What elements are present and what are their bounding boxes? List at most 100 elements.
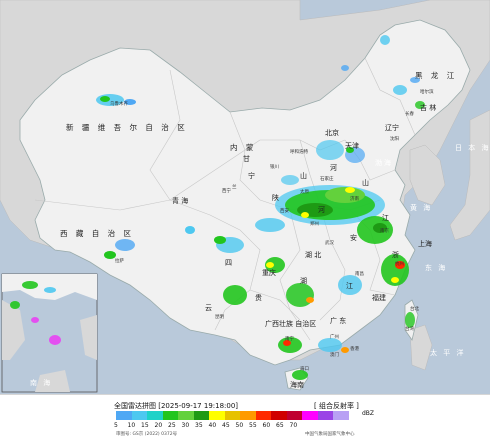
- label-kunming: 昆明: [215, 314, 224, 320]
- label-inner-mongolia: 内 蒙: [230, 142, 256, 152]
- legend-panel: 全国雷达拼图 [2025-09-17 19:18:00] [ 组合反射率 ] 5…: [0, 394, 490, 440]
- scale-label: 35: [195, 422, 203, 429]
- scale-swatch: [240, 411, 256, 420]
- label-shijiazhuang: 石家庄: [320, 175, 334, 182]
- label-bohai: 渤海: [375, 158, 393, 167]
- label-jiangxi: 江: [346, 282, 353, 290]
- label-shenyang: 沈阳: [390, 135, 399, 142]
- label-shanghai: 上海: [418, 239, 432, 248]
- radar-map: 新 疆 维 吾 尔 自 治 区 西 藏 自 治 区 青 海 甘 宁 四 重庆 湖…: [0, 0, 490, 394]
- scale-swatch: [116, 411, 132, 420]
- approval-number: 审图号: GS京 (2022) 0372号: [116, 432, 178, 437]
- label-huanghai: 黄 海: [410, 203, 432, 212]
- label-ningxia: 宁: [248, 171, 255, 180]
- label-fujian: 福建: [372, 293, 386, 302]
- label-hangzhou: 杭州: [395, 260, 404, 267]
- label-jiangsu: 江: [382, 214, 389, 222]
- legend-product: [ 组合反射率 ]: [314, 402, 359, 410]
- label-anhui: 安: [350, 233, 357, 242]
- scale-label: 20: [154, 422, 163, 429]
- label-jinan: 济南: [350, 195, 359, 202]
- label-hongkong: 香港: [350, 345, 359, 352]
- scale-label: 30: [181, 422, 190, 429]
- label-changchun: 长春: [405, 110, 414, 117]
- label-guangxi: 广西壮族 自治区: [265, 319, 316, 328]
- label-liaoning: 辽宁: [385, 123, 399, 132]
- scale-swatch: [317, 411, 333, 420]
- label-qinghai: 青 海: [172, 196, 188, 205]
- publisher: 中国气象局国家气象中心: [305, 432, 355, 437]
- label-zhejiang: 浙: [392, 250, 399, 259]
- color-scale: [116, 411, 349, 420]
- label-taiyuan: 太原: [300, 188, 309, 195]
- label-donghai: 东 海: [425, 263, 447, 272]
- label-macau: 澳门: [330, 351, 339, 358]
- label-zhengzhou: 郑州: [310, 220, 319, 227]
- scale-swatch: [333, 411, 349, 420]
- radar-echoes: [96, 35, 425, 380]
- label-xian: 西安: [280, 207, 289, 214]
- scale-swatch: [255, 411, 271, 420]
- japan-land: [449, 109, 490, 241]
- label-henan: 河: [318, 206, 325, 214]
- label-hebei: 河: [330, 164, 337, 172]
- label-riben: 日 本 海: [455, 143, 490, 152]
- label-gansu: 甘: [243, 154, 250, 163]
- label-shandong: 山: [362, 178, 369, 187]
- label-guizhou: 贵: [255, 293, 262, 302]
- scale-swatch: [178, 411, 194, 420]
- label-nanjing: 南京: [380, 227, 389, 234]
- scale-swatch: [302, 411, 318, 420]
- label-xining: 西宁: [222, 187, 231, 194]
- label-taiwan: 台湾: [405, 325, 414, 332]
- label-urumqi: 乌鲁木齐: [110, 100, 128, 107]
- label-harbin: 哈尔滨: [420, 88, 434, 95]
- scale-label: 40: [208, 422, 217, 429]
- label-hunan: 湖: [300, 276, 307, 285]
- label-wuhan: 武汉: [325, 239, 334, 246]
- legend-unit: dBZ: [362, 410, 375, 417]
- label-heilongjiang: 黑 龙 江: [415, 70, 457, 80]
- philippines-land: [409, 324, 433, 371]
- scale-swatch: [162, 411, 178, 420]
- scale-label: 55: [249, 422, 257, 429]
- scale-label: 15: [141, 422, 149, 429]
- label-xinjiang: 新 疆 维 吾 尔 自 治 区: [66, 122, 188, 132]
- label-yinchuan: 银川: [270, 163, 279, 170]
- scale-swatch: [271, 411, 287, 420]
- scale-swatch: [147, 411, 163, 420]
- south-china-sea-inset: [1, 273, 98, 393]
- scale-label: 45: [222, 422, 230, 429]
- scale-swatch: [209, 411, 225, 420]
- scale-swatch: [286, 411, 302, 420]
- label-chongqing: 重庆: [262, 268, 276, 277]
- label-beijing: 北京: [325, 128, 339, 137]
- scale-swatch: [224, 411, 240, 420]
- scale-label: 25: [168, 422, 176, 429]
- label-guangzhou: 广州: [330, 333, 339, 340]
- label-nanhai: 南 海: [30, 378, 52, 387]
- label-taipingyang: 太 平 洋: [430, 348, 465, 357]
- label-tianjin: 天津: [345, 142, 359, 150]
- scale-label: 50: [235, 422, 244, 429]
- label-nanning: 南宁: [285, 335, 294, 342]
- label-haikou: 海口: [300, 365, 309, 372]
- korea-land: [409, 144, 446, 206]
- label-sichuan: 四: [225, 259, 232, 267]
- legend-title: 全国雷达拼图 [2025-09-17 19:18:00]: [114, 402, 239, 410]
- label-nanchang: 南昌: [355, 270, 364, 277]
- label-lhasa: 拉萨: [115, 257, 124, 264]
- label-hohhot: 呼和浩特: [290, 148, 308, 155]
- label-taipei: 台北: [410, 305, 419, 312]
- scale-label: 70: [289, 422, 298, 429]
- scale-labels: 5 10 15 20 25 30 35 40 45 50 55 60 65 70: [114, 422, 305, 429]
- scale-swatch: [193, 411, 209, 420]
- label-shaanxi: 陕: [272, 193, 279, 202]
- scale-label: 65: [276, 422, 284, 429]
- scale-swatch: [131, 411, 147, 420]
- label-tibet: 西 藏 自 治 区: [60, 228, 134, 238]
- scale-label: 10: [127, 422, 136, 429]
- scale-label: 60: [262, 422, 271, 429]
- label-hubei: 湖 北: [305, 250, 321, 259]
- label-guangdong: 广 东: [330, 316, 346, 325]
